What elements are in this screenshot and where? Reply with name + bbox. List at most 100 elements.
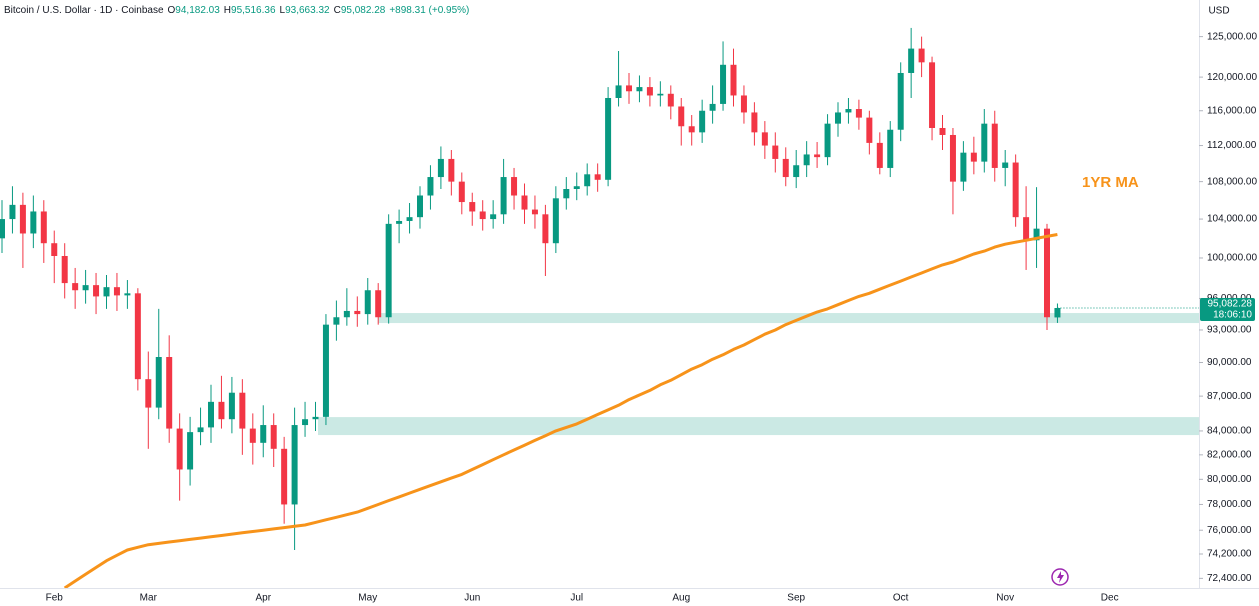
candle-body: [845, 109, 852, 113]
y-tick-label: 82,000.00: [1207, 449, 1252, 460]
change: +898.31 (+0.95%): [389, 5, 469, 16]
candle-body: [354, 310, 361, 315]
candle-body: [396, 220, 403, 224]
candle-body: [458, 181, 465, 203]
y-tick-label: 74,200.00: [1207, 549, 1252, 560]
candle-body: [302, 419, 309, 426]
x-tick-label: Jun: [464, 593, 480, 604]
ohlc-value: 93,663.32: [285, 5, 330, 16]
last-price-label: 95,082.28: [1208, 299, 1253, 310]
candle-body: [469, 202, 476, 212]
candle-body: [699, 110, 706, 133]
header: Bitcoin / U.S. Dollar · 1D · Coinbase O94…: [4, 5, 469, 16]
candle-body: [281, 448, 288, 505]
candle-body: [542, 214, 549, 244]
candle-body: [103, 287, 110, 297]
candle-body: [124, 293, 131, 296]
candle-body: [657, 93, 664, 96]
x-tick-label: Mar: [140, 593, 158, 604]
candle-body: [793, 165, 800, 178]
candle-body: [876, 142, 883, 168]
y-tick-label: 87,000.00: [1207, 391, 1252, 402]
x-tick-label: Jul: [570, 593, 583, 604]
y-tick-label: 93,000.00: [1207, 325, 1252, 336]
candle-body: [417, 195, 423, 218]
candle-body: [678, 106, 685, 127]
moving-average-line: [63, 233, 1058, 590]
candle-body: [730, 64, 737, 96]
candle-body: [51, 243, 58, 256]
candle-body: [720, 64, 727, 104]
candle-body: [291, 425, 298, 505]
candle-body: [970, 152, 977, 162]
currency-button[interactable]: [1203, 2, 1235, 20]
candle-body: [887, 129, 894, 168]
candle-body: [929, 62, 936, 128]
candle-body: [573, 186, 580, 190]
candle-body: [93, 285, 100, 297]
candle-body: [939, 127, 946, 135]
candle-body: [61, 255, 68, 284]
candle-body: [1012, 162, 1019, 218]
currency[interactable]: USD: [1208, 6, 1229, 17]
candle-body: [605, 97, 612, 180]
candle-body: [855, 109, 862, 118]
candle-body: [322, 324, 329, 417]
icon-ring: [1051, 568, 1069, 586]
candle-body: [1054, 308, 1061, 318]
candle-body: [709, 103, 716, 111]
candle-body: [772, 145, 779, 159]
candle-body: [835, 112, 841, 124]
x-tick-label: Aug: [672, 593, 690, 604]
candle-body: [82, 285, 89, 291]
candle-body: [249, 428, 256, 443]
ohlc-key: H: [224, 5, 231, 16]
candle-body: [155, 357, 162, 408]
candle-body: [646, 87, 653, 96]
candle-body: [187, 432, 194, 470]
candle-body: [176, 428, 183, 470]
candle-body: [552, 198, 559, 244]
ohlc-value: 95,516.36: [231, 5, 276, 16]
candle-body: [113, 287, 120, 296]
x-tick-label: Sep: [787, 593, 805, 604]
candle-body: [751, 112, 758, 133]
logo-icon: [1051, 568, 1069, 586]
candle-body: [688, 126, 695, 133]
ohlc-value: 94,182.03: [175, 5, 220, 16]
candle-body: [740, 95, 747, 113]
candle-body: [437, 158, 444, 178]
last-price-box: [1200, 298, 1255, 322]
candle-body: [803, 154, 810, 166]
y-tick-label: 80,000.00: [1207, 474, 1252, 485]
support-zone: [378, 313, 1199, 324]
ohlc-value: 95,082.28: [341, 5, 386, 16]
candle-body: [981, 123, 988, 162]
candle-body: [949, 134, 956, 182]
ma-label: 1YR MA: [1082, 174, 1139, 191]
candle-body: [960, 152, 967, 182]
candle-body: [145, 379, 152, 408]
y-tick-label: 112,000.00: [1207, 140, 1257, 151]
x-tick-label: Nov: [996, 593, 1014, 604]
candle-body: [406, 217, 413, 221]
candle-body: [134, 293, 141, 380]
zones: [318, 313, 1199, 436]
x-tick-label: May: [358, 593, 377, 604]
candle-body: [667, 93, 674, 107]
candle-body: [228, 392, 235, 420]
candle-body: [511, 177, 518, 196]
candle-body: [364, 290, 371, 315]
y-tick-label: 90,000.00: [1207, 357, 1252, 368]
candle-body: [626, 85, 632, 92]
candle-body: [918, 48, 925, 63]
ohlc-key: L: [280, 5, 286, 16]
candle-body: [521, 195, 528, 210]
candle-body: [0, 219, 5, 239]
candle-body: [479, 211, 486, 220]
candle-body: [531, 209, 538, 215]
candle-body: [636, 87, 643, 92]
candle-body: [1044, 228, 1050, 318]
